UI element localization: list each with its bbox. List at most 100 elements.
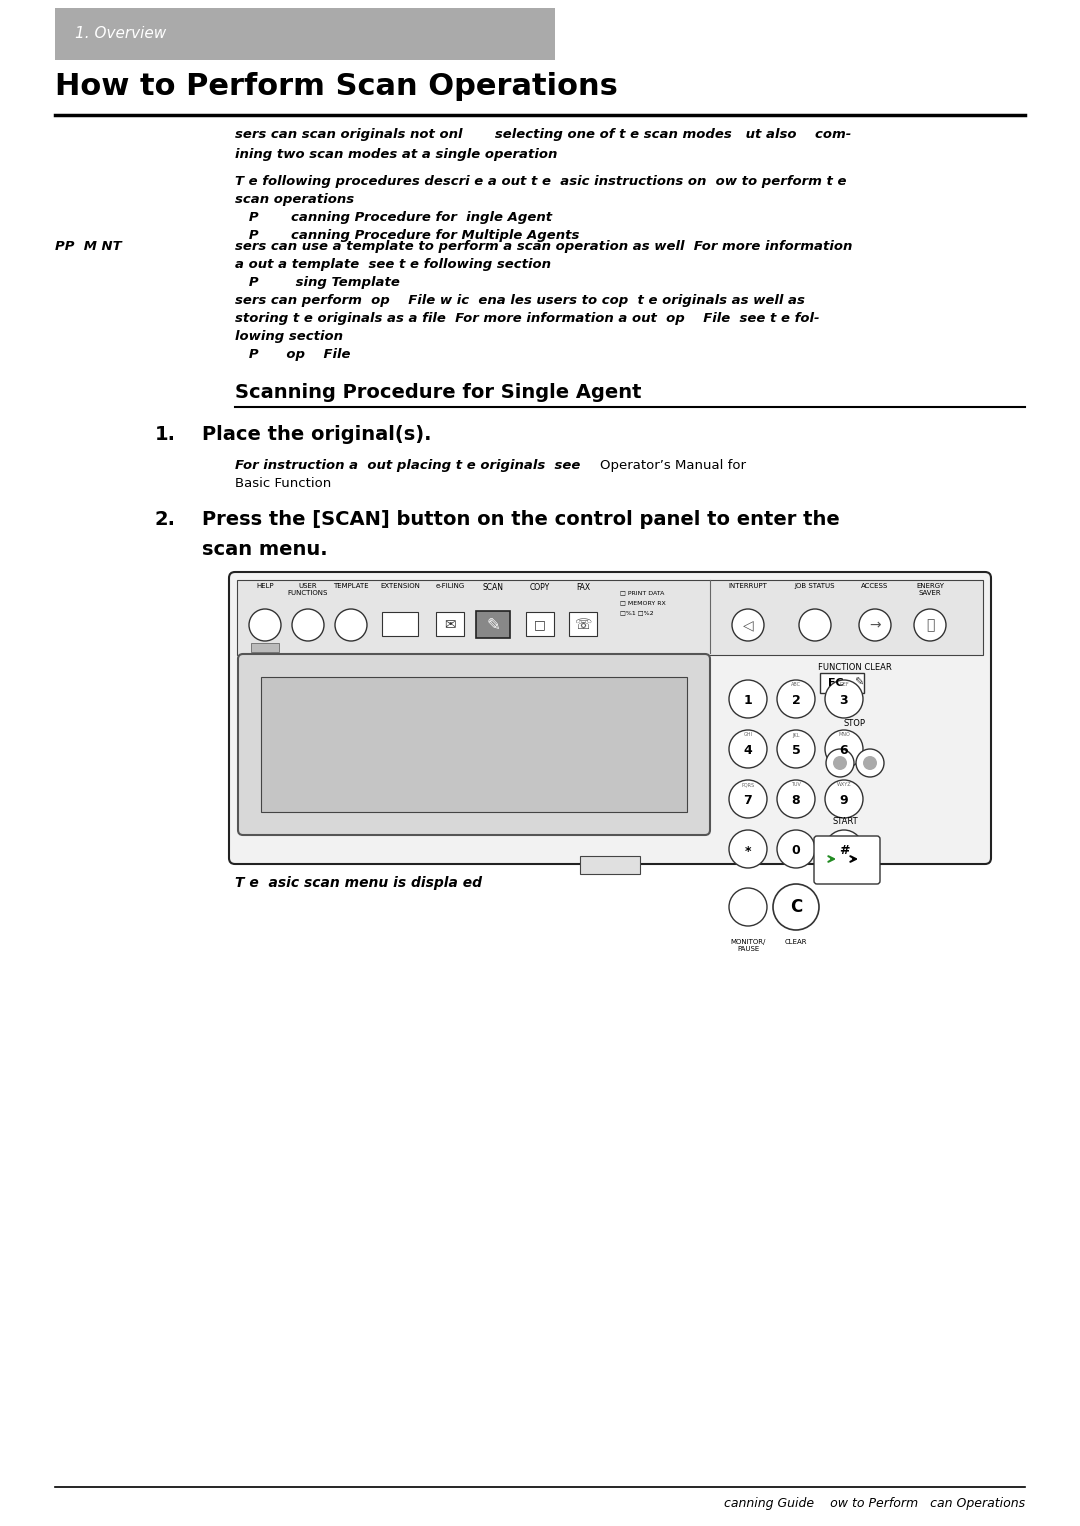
Text: ⏻: ⏻ [926,618,934,632]
Text: DEF: DEF [839,682,849,688]
Text: *: * [745,844,752,858]
Text: a out a template  see t e following section: a out a template see t e following secti… [235,258,551,272]
Circle shape [729,830,767,868]
Text: GHI: GHI [743,732,753,737]
Bar [251,642,279,652]
Circle shape [825,780,863,818]
Text: JKL: JKL [793,732,800,737]
Bar [526,612,554,636]
Circle shape [729,729,767,768]
Text: 2: 2 [792,694,800,708]
Text: Scanning Procedure for Single Agent: Scanning Procedure for Single Agent [235,383,642,401]
Text: sers can use a template to perform a scan operation as well  For more informatio: sers can use a template to perform a sca… [235,240,852,253]
Text: sers can perform  op    File w ic  ena les users to cop  t e originals as well a: sers can perform op File w ic ena les us… [235,295,805,307]
Text: COPY: COPY [530,583,550,592]
Bar [436,612,464,636]
Text: 3: 3 [839,694,848,708]
Circle shape [292,609,324,641]
Text: 7: 7 [744,795,753,807]
Text: lowing section: lowing section [235,330,343,343]
Text: FAX: FAX [576,583,590,592]
Text: Basic Function: Basic Function [235,478,332,490]
Bar [569,612,597,636]
Text: □ PRINT DATA: □ PRINT DATA [620,591,664,595]
Text: ☏: ☏ [575,618,592,632]
Text: scan menu.: scan menu. [202,540,327,559]
Circle shape [777,830,815,868]
Circle shape [856,749,885,777]
Circle shape [773,884,819,929]
Circle shape [825,729,863,768]
Text: Press the [SCAN] button on the control panel to enter the: Press the [SCAN] button on the control p… [202,510,840,530]
Text: canning Guide    ow to Perform   can Operations: canning Guide ow to Perform can Operatio… [724,1497,1025,1511]
Text: ACCESS: ACCESS [862,583,889,589]
Text: 4: 4 [744,745,753,757]
Bar [382,612,418,636]
Circle shape [863,755,877,771]
Text: T e  asic scan menu is displa ed: T e asic scan menu is displa ed [235,876,482,890]
Text: 1. Overview: 1. Overview [75,26,166,41]
Text: HELP: HELP [256,583,274,589]
FancyBboxPatch shape [261,678,687,812]
Text: PP  M NT: PP M NT [55,240,122,253]
FancyBboxPatch shape [229,572,991,864]
Text: P      op    File: P op File [235,348,351,362]
Bar [237,580,983,655]
Text: How to Perform Scan Operations: How to Perform Scan Operations [55,72,618,101]
Text: 5: 5 [792,745,800,757]
Text: ENERGY
SAVER: ENERGY SAVER [916,583,944,597]
Circle shape [826,749,854,777]
Text: scan operations: scan operations [235,192,354,206]
Text: P       canning Procedure for Multiple Agents: P canning Procedure for Multiple Agents [235,229,579,243]
Text: FUNCTION CLEAR: FUNCTION CLEAR [819,662,892,671]
Text: SCAN: SCAN [483,583,503,592]
Circle shape [777,681,815,719]
Text: storing t e originals as a file  For more information a out  op    File  see t e: storing t e originals as a file For more… [235,311,820,325]
Circle shape [732,609,764,641]
Text: ✎: ✎ [854,678,864,688]
Text: 8: 8 [792,795,800,807]
Text: 1.: 1. [156,426,176,444]
Text: START: START [833,816,858,826]
Circle shape [335,609,367,641]
Text: □: □ [535,618,545,632]
Text: □%1 □%2: □%1 □%2 [620,610,653,615]
Text: TEMPLATE: TEMPLATE [334,583,368,589]
Text: PQRS: PQRS [742,783,755,787]
FancyBboxPatch shape [238,655,710,835]
Circle shape [859,609,891,641]
Text: P        sing Template: P sing Template [235,276,400,288]
Bar [820,673,864,693]
Text: □ MEMORY RX: □ MEMORY RX [620,600,665,604]
Circle shape [729,888,767,926]
Text: WXYZ: WXYZ [837,783,851,787]
Circle shape [825,830,863,868]
Text: FC: FC [828,678,843,688]
Text: TUV: TUV [791,783,801,787]
Text: P       canning Procedure for  ingle Agent: P canning Procedure for ingle Agent [235,211,552,224]
Text: For instruction a  out placing t e originals  see: For instruction a out placing t e origin… [235,459,580,472]
Text: ining two scan modes at a single operation: ining two scan modes at a single operati… [235,148,557,162]
Text: 2.: 2. [156,510,176,530]
Bar [580,856,640,874]
Bar [55,8,555,60]
Text: e-FILING: e-FILING [435,583,464,589]
Text: MNO: MNO [838,732,850,737]
Text: CLEAR: CLEAR [785,938,807,945]
Text: USER
FUNCTIONS: USER FUNCTIONS [287,583,328,597]
Circle shape [777,780,815,818]
Text: 1: 1 [744,694,753,708]
Text: #: # [839,844,849,858]
Text: T e following procedures descri e a out t e  asic instructions on  ow to perform: T e following procedures descri e a out … [235,175,847,188]
Circle shape [729,780,767,818]
Text: sers can scan originals not onl       selecting one of t e scan modes   ut also : sers can scan originals not onl selectin… [235,128,851,140]
FancyBboxPatch shape [814,836,880,884]
Text: 6: 6 [839,745,848,757]
Circle shape [833,755,847,771]
Text: Operator’s Manual for: Operator’s Manual for [600,459,746,472]
Bar [476,610,510,638]
Circle shape [777,729,815,768]
Text: 0: 0 [792,844,800,858]
Text: STOP: STOP [843,719,865,728]
Text: C: C [789,897,802,916]
